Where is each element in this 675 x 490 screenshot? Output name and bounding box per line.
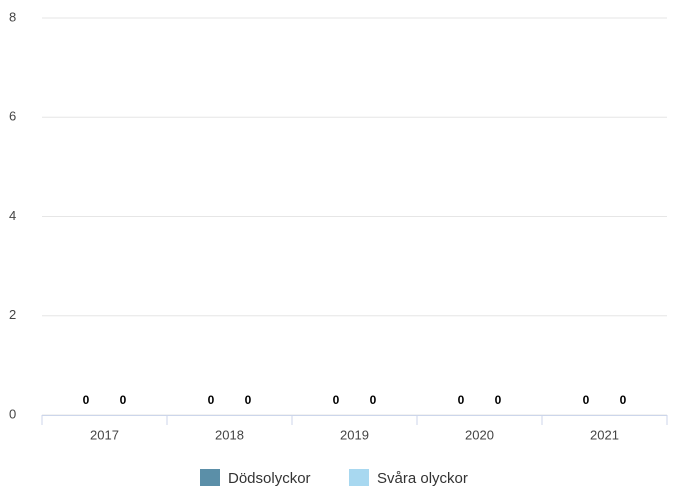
x-tick-label: 2021 [590, 427, 619, 442]
data-label: 0 [458, 393, 465, 407]
legend-label: Dödsolyckor [228, 470, 311, 487]
data-label: 0 [370, 393, 377, 407]
data-label: 0 [620, 393, 627, 407]
y-tick-label: 4 [9, 208, 16, 223]
legend-label: Svåra olyckor [377, 470, 468, 487]
x-tick-label: 2020 [465, 427, 494, 442]
data-label: 0 [245, 393, 252, 407]
y-tick-label: 2 [9, 307, 16, 322]
data-label: 0 [83, 393, 90, 407]
data-label: 0 [333, 393, 340, 407]
y-tick-label: 6 [9, 109, 16, 124]
y-tick-label: 8 [9, 9, 16, 24]
x-tick-label: 2019 [340, 427, 369, 442]
legend-swatch [200, 469, 220, 486]
data-label: 0 [120, 393, 127, 407]
data-label: 0 [208, 393, 215, 407]
data-label: 0 [583, 393, 590, 407]
y-tick-label: 0 [9, 406, 16, 421]
data-label: 0 [495, 393, 502, 407]
legend-swatch [349, 469, 369, 486]
x-tick-label: 2018 [215, 427, 244, 442]
x-tick-label: 2017 [90, 427, 119, 442]
